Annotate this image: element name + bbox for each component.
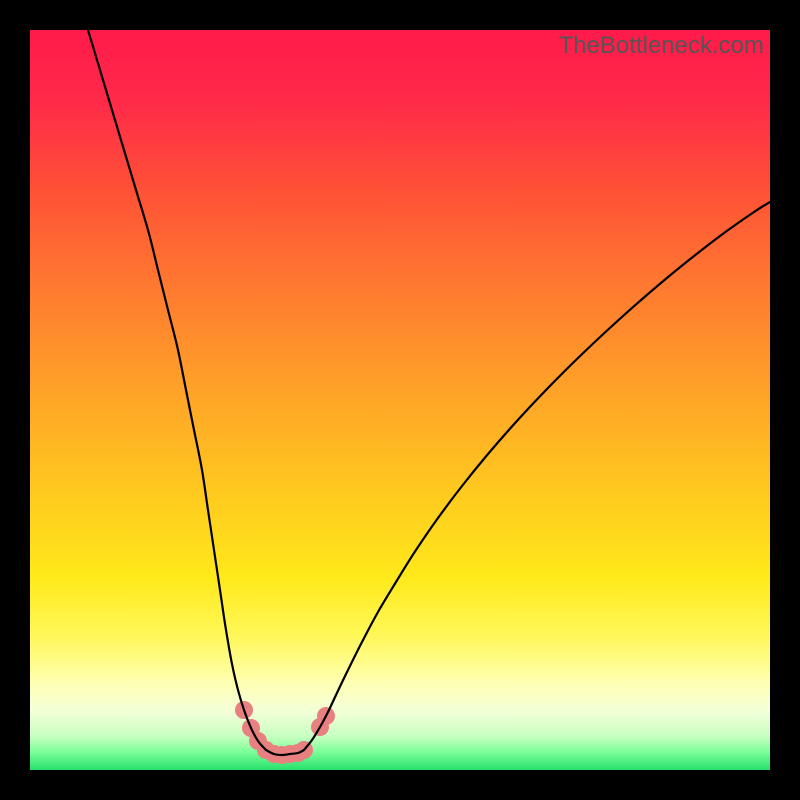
watermark-text: TheBottleneck.com <box>559 32 764 60</box>
chart-svg <box>30 30 770 770</box>
curve-right-branch <box>304 202 770 750</box>
curve-left-branch <box>88 30 266 750</box>
plot-area: TheBottleneck.com <box>30 30 770 770</box>
chart-frame: TheBottleneck.com <box>0 0 800 800</box>
